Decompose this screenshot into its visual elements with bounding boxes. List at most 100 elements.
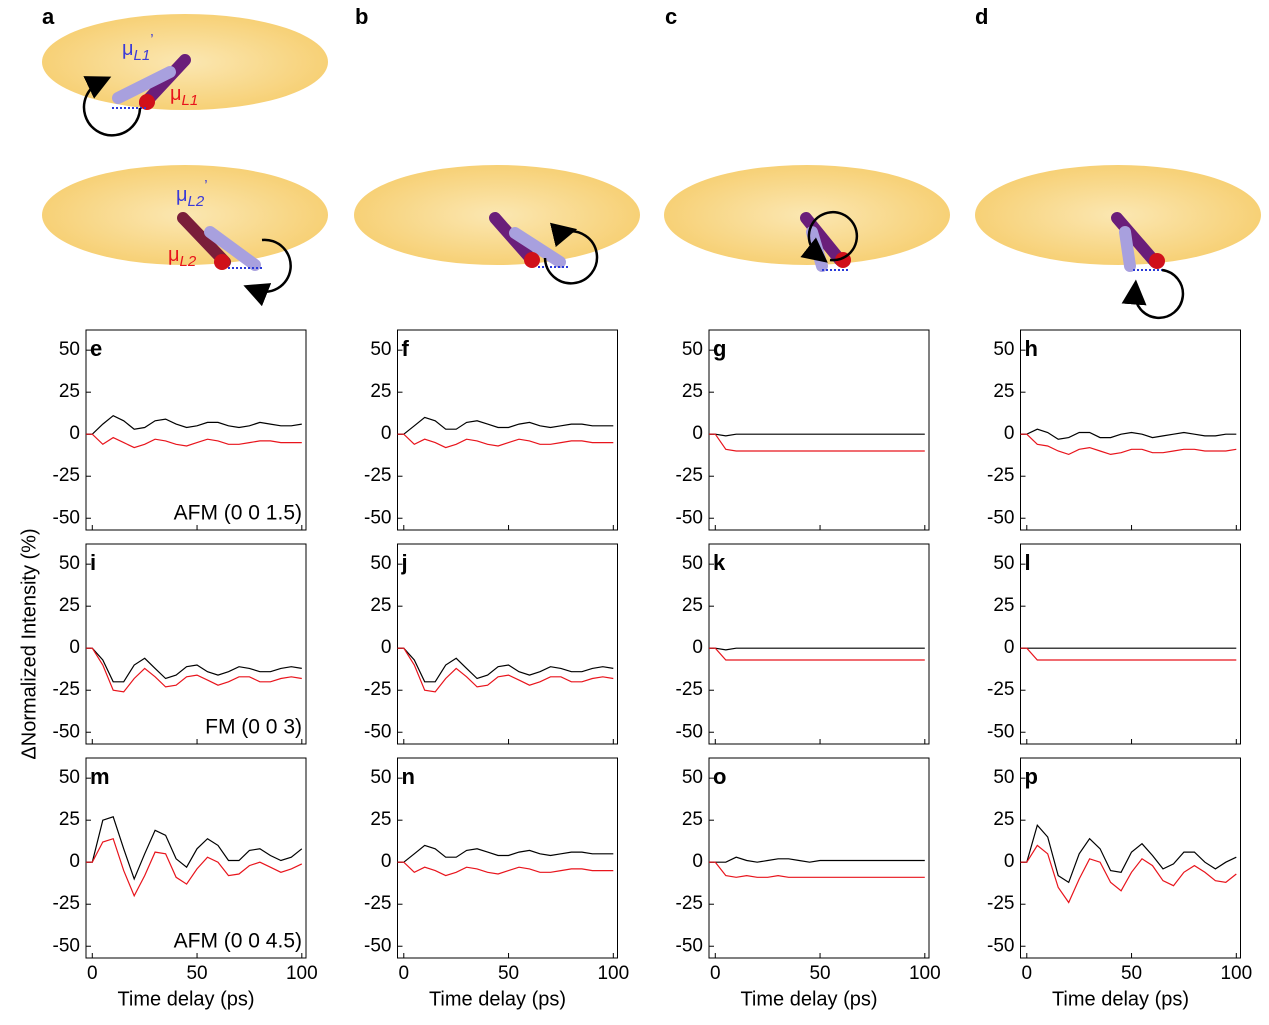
y-tick-label: 0 — [1004, 423, 1015, 444]
x-tick-label: 50 — [498, 963, 519, 984]
data-line — [86, 647, 302, 683]
y-tick-label: 0 — [1004, 637, 1015, 658]
panel-label: h — [1025, 336, 1038, 361]
illustration — [42, 14, 1261, 320]
y-tick-label: -50 — [676, 935, 703, 956]
subscript: L1 — [134, 47, 151, 64]
panel-label: p — [1025, 764, 1038, 789]
y-tick-label: 50 — [682, 553, 703, 574]
plot-frame — [397, 757, 618, 959]
data-line — [86, 816, 303, 881]
x-tick-label: 0 — [398, 963, 409, 984]
y-tick-label: -50 — [364, 721, 391, 742]
panel-label: a — [42, 4, 55, 29]
x-tick-label: 0 — [87, 963, 98, 984]
y-tick-label: 25 — [993, 809, 1014, 830]
y-tick-label: -25 — [987, 893, 1014, 914]
y-tick-label: 0 — [69, 423, 80, 444]
panel-label: b — [355, 4, 368, 29]
y-tick-label: 25 — [682, 595, 703, 616]
plot-frame — [708, 329, 930, 531]
data-line — [1020, 433, 1237, 456]
annotation: FM (0 0 3) — [205, 716, 302, 739]
symbol: μ — [170, 83, 182, 105]
data-line — [1020, 428, 1237, 440]
subscript: L1 — [182, 92, 199, 109]
data-line — [397, 416, 614, 435]
y-tick-label: 50 — [370, 339, 391, 360]
plot-frame — [1020, 757, 1241, 959]
y-tick-label: 0 — [69, 637, 80, 658]
y-tick-label: -25 — [676, 465, 703, 486]
y-tick-label: 50 — [59, 553, 80, 574]
panel-label: f — [402, 336, 410, 361]
y-tick-label: 25 — [370, 595, 391, 616]
y-tick-label: 25 — [993, 381, 1014, 402]
data-line — [709, 433, 925, 452]
panel-label: d — [975, 4, 988, 29]
x-axis-label: Time delay (ps) — [740, 988, 877, 1010]
symbol: μ — [122, 38, 134, 60]
panel-label: e — [90, 336, 102, 361]
y-tick-label: 50 — [682, 339, 703, 360]
y-tick-label: -25 — [364, 465, 391, 486]
y-tick-label: 50 — [370, 553, 391, 574]
y-tick-label: 0 — [692, 851, 703, 872]
data-line — [397, 844, 614, 863]
data-line — [1020, 844, 1237, 904]
panel-label: g — [713, 336, 726, 361]
annotation: AFM (0 0 1.5) — [174, 502, 302, 525]
data-line — [86, 433, 302, 449]
y-tick-label: -25 — [676, 679, 703, 700]
x-axis-label: Time delay (ps) — [117, 988, 254, 1010]
y-tick-label: -50 — [676, 721, 703, 742]
x-tick-label: 50 — [1121, 963, 1142, 984]
y-tick-label: 25 — [59, 381, 80, 402]
y-tick-label: -25 — [364, 679, 391, 700]
y-tick-label: -25 — [53, 893, 80, 914]
subscript: L2 — [180, 253, 197, 270]
x-tick-label: 50 — [186, 963, 207, 984]
data-line — [709, 647, 925, 651]
y-tick-label: -50 — [364, 507, 391, 528]
panel-label: j — [401, 550, 408, 575]
y-tick-label: 0 — [1004, 851, 1015, 872]
symbol: μ — [176, 184, 188, 206]
x-tick-label: 100 — [597, 963, 629, 984]
prime: ’ — [150, 31, 153, 48]
y-tick-label: 50 — [59, 767, 80, 788]
data-line — [86, 414, 302, 435]
plot-frame — [708, 757, 930, 959]
y-tick-label: -50 — [53, 935, 80, 956]
moment-label: μL2’ — [176, 177, 208, 210]
y-tick-label: -50 — [987, 935, 1014, 956]
subscript: L2 — [188, 193, 205, 210]
y-tick-label: -25 — [53, 465, 80, 486]
annotation: AFM (0 0 4.5) — [174, 930, 302, 953]
moment-label: μL1 — [170, 83, 198, 109]
panel-label: l — [1025, 550, 1031, 575]
y-tick-label: -25 — [364, 893, 391, 914]
y-tick-label: 0 — [69, 851, 80, 872]
y-tick-label: -25 — [987, 679, 1014, 700]
y-tick-label: 25 — [370, 809, 391, 830]
y-tick-label: 0 — [692, 423, 703, 444]
y-tick-label: -50 — [364, 935, 391, 956]
moment-label: μL1’ — [122, 31, 154, 64]
data-line — [86, 647, 302, 693]
plot-frame — [85, 757, 307, 959]
plot-frame — [85, 329, 307, 531]
y-tick-label: 50 — [59, 339, 80, 360]
y-tick-label: 50 — [993, 553, 1014, 574]
y-tick-label: 0 — [381, 851, 392, 872]
x-tick-label: 100 — [909, 963, 941, 984]
x-tick-label: 50 — [809, 963, 830, 984]
x-tick-label: 100 — [286, 963, 318, 984]
plot-frame — [1020, 329, 1241, 531]
x-tick-label: 100 — [1220, 963, 1252, 984]
data-line — [397, 647, 614, 693]
plot-frame — [1020, 543, 1241, 745]
y-tick-label: 25 — [682, 381, 703, 402]
data-line — [709, 861, 925, 878]
panel-label: m — [90, 764, 110, 789]
